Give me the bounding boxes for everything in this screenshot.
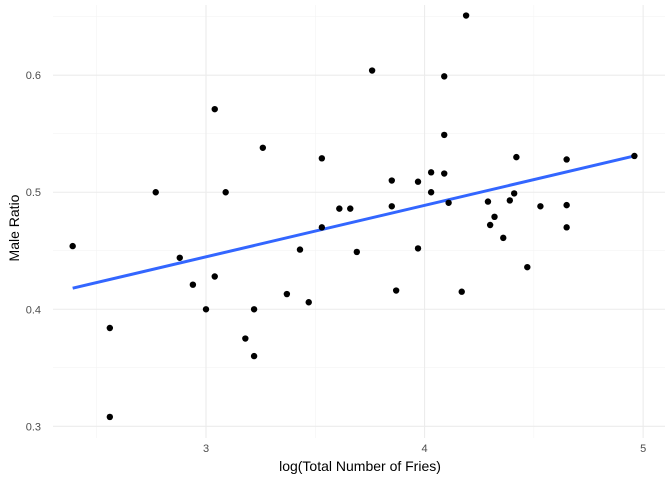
data-point <box>563 201 570 209</box>
data-point <box>506 197 514 204</box>
data-point <box>347 205 354 212</box>
data-point <box>296 246 304 253</box>
data-point <box>563 156 570 163</box>
data-point <box>242 335 249 342</box>
data-point <box>631 152 638 160</box>
trendline-layer <box>72 154 635 290</box>
data-point <box>500 234 507 242</box>
data-point <box>563 224 570 231</box>
data-point <box>353 248 361 256</box>
data-point <box>510 190 518 197</box>
data-point <box>250 352 258 360</box>
data-point <box>414 178 422 185</box>
data-point <box>202 306 210 313</box>
data-point <box>250 306 258 313</box>
data-point <box>152 189 159 196</box>
data-point <box>388 177 395 184</box>
y-tick-labels: 0.3 0.4 0.5 0.6 <box>26 70 41 433</box>
data-point <box>462 12 470 19</box>
data-point <box>491 213 498 221</box>
x-tick-label: 4 <box>422 443 428 455</box>
data-points <box>69 12 638 421</box>
data-point <box>441 73 448 80</box>
y-tick-label: 0.5 <box>26 187 41 199</box>
x-tick-labels: 3 4 5 <box>203 443 646 455</box>
x-tick-label: 3 <box>203 443 209 455</box>
data-point <box>441 170 448 177</box>
data-point <box>392 287 400 294</box>
y-tick-label: 0.4 <box>26 304 41 316</box>
y-axis-title: Male Ratio <box>6 194 22 261</box>
data-point <box>318 224 326 231</box>
data-point <box>388 203 395 210</box>
data-point <box>414 245 422 252</box>
data-point <box>283 290 291 298</box>
data-point <box>484 198 492 205</box>
data-point <box>106 324 114 332</box>
x-tick-label: 5 <box>640 443 646 455</box>
data-point <box>305 299 312 306</box>
x-axis-title: log(Total Number of Fries) <box>279 458 441 474</box>
data-point <box>336 205 343 212</box>
data-point <box>176 254 183 261</box>
data-point <box>211 105 218 113</box>
data-point <box>106 413 114 421</box>
y-tick-label: 0.6 <box>26 70 41 82</box>
data-point <box>222 189 229 196</box>
data-point <box>441 131 448 139</box>
grid-lines <box>53 5 665 438</box>
data-point <box>318 155 326 162</box>
data-point <box>524 263 531 271</box>
y-tick-label: 0.3 <box>26 421 41 433</box>
data-point <box>445 199 452 206</box>
data-point <box>486 221 494 229</box>
data-point <box>368 67 376 74</box>
data-point <box>259 144 267 151</box>
data-point <box>458 288 465 295</box>
data-point <box>537 203 544 210</box>
trendline <box>72 154 635 290</box>
data-point <box>513 153 520 161</box>
data-point <box>427 169 435 176</box>
data-point <box>69 242 76 250</box>
data-point <box>189 281 197 288</box>
data-point <box>211 273 218 280</box>
data-point <box>427 189 435 196</box>
